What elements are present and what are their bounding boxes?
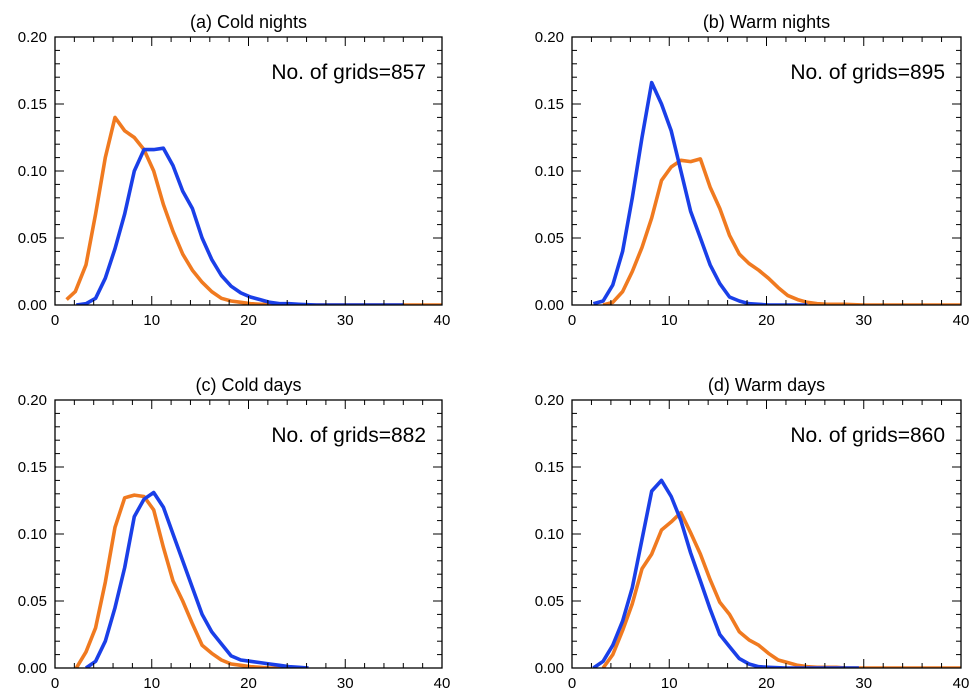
panel-title: (b) Warm nights xyxy=(703,12,830,32)
y-tick-label: 0.10 xyxy=(18,526,47,543)
blue-series xyxy=(592,478,859,668)
y-tick-label: 0.20 xyxy=(535,29,564,46)
grid-count-annotation: No. of grids=895 xyxy=(790,61,945,84)
x-tick-label: 30 xyxy=(855,675,872,692)
x-tick-label: 0 xyxy=(51,675,59,692)
panel-2: (c) Cold days 0 10 20 30 40 0.00 0.05 0.10 0.15 0.… xyxy=(18,375,451,692)
x-tick-label: 20 xyxy=(240,675,257,692)
y-tick-label: 0.05 xyxy=(18,593,47,610)
orange-series xyxy=(74,493,309,668)
orange-series xyxy=(602,157,961,305)
x-tick-label: 10 xyxy=(661,675,678,692)
y-tick-label: 0.15 xyxy=(535,459,564,476)
y-tick-label: 0.05 xyxy=(18,230,47,247)
x-tick-label: 30 xyxy=(337,312,354,329)
x-tick-label: 0 xyxy=(568,675,576,692)
y-tick-label: 0.00 xyxy=(535,660,564,677)
y-tick-label: 0.15 xyxy=(18,96,47,113)
panel-3: (d) Warm days 0 10 20 30 40 0.00 0.05 0.10 0.15 0.… xyxy=(535,375,970,692)
x-tick-label: 0 xyxy=(51,312,59,329)
blue-series xyxy=(76,146,404,305)
orange-series xyxy=(601,510,961,668)
y-tick-label: 0.00 xyxy=(18,660,47,677)
y-tick-label: 0.05 xyxy=(535,593,564,610)
x-tick-label: 40 xyxy=(953,312,970,329)
y-tick-label: 0.20 xyxy=(18,29,47,46)
panel-title: (c) Cold days xyxy=(195,375,301,395)
y-tick-label: 0.10 xyxy=(18,163,47,180)
grid-count-annotation: No. of grids=860 xyxy=(790,424,945,447)
x-tick-label: 40 xyxy=(953,675,970,692)
x-tick-label: 20 xyxy=(240,312,257,329)
x-tick-label: 30 xyxy=(337,675,354,692)
x-tick-label: 40 xyxy=(434,312,451,329)
x-tick-label: 30 xyxy=(855,312,872,329)
x-tick-label: 20 xyxy=(758,312,775,329)
y-tick-label: 0.00 xyxy=(535,297,564,314)
x-tick-label: 10 xyxy=(661,312,678,329)
y-tick-label: 0.00 xyxy=(18,297,47,314)
blue-series xyxy=(84,490,309,668)
y-tick-label: 0.15 xyxy=(535,96,564,113)
panel-1: (b) Warm nights 0 10 20 30 40 0.00 0.05 0.10 0.15… xyxy=(535,12,970,329)
x-tick-label: 40 xyxy=(434,675,451,692)
y-tick-label: 0.10 xyxy=(535,526,564,543)
x-tick-label: 20 xyxy=(758,675,775,692)
panel-title: (d) Warm days xyxy=(708,375,825,395)
blue-series xyxy=(592,80,808,305)
x-tick-label: 10 xyxy=(143,312,160,329)
y-tick-label: 0.05 xyxy=(535,230,564,247)
y-tick-label: 0.15 xyxy=(18,459,47,476)
panel-title: (a) Cold nights xyxy=(190,12,307,32)
panel-0: (a) Cold nights 0 10 20 30 40 0.00 0.05 0.10 0.15… xyxy=(18,12,451,329)
y-tick-label: 0.20 xyxy=(18,392,47,409)
y-tick-label: 0.10 xyxy=(535,163,564,180)
grid-count-annotation: No. of grids=857 xyxy=(271,61,426,84)
y-tick-label: 0.20 xyxy=(535,392,564,409)
x-tick-label: 10 xyxy=(143,675,160,692)
orange-series xyxy=(65,115,442,305)
grid-count-annotation: No. of grids=882 xyxy=(271,424,426,447)
x-tick-label: 0 xyxy=(568,312,576,329)
